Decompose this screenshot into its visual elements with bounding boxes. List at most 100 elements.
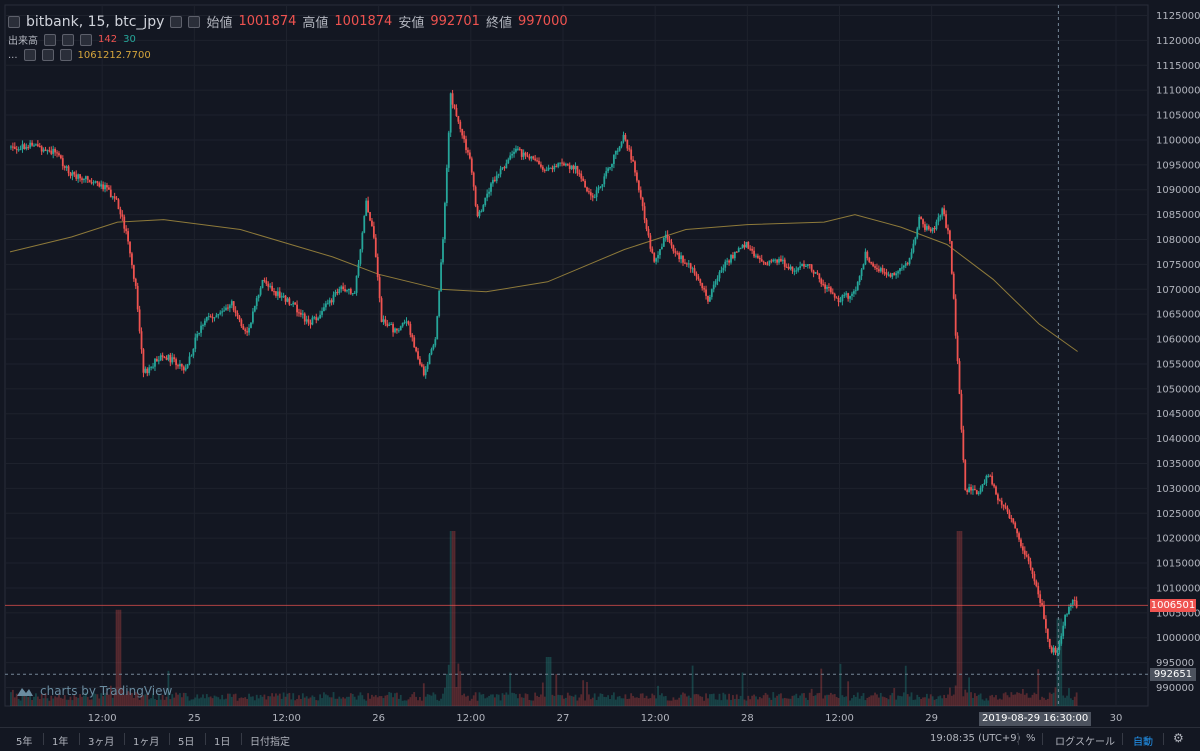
volume-bar	[849, 700, 851, 706]
price-tick-label: 995000	[1156, 658, 1194, 669]
candle-body	[547, 167, 550, 170]
candle-body	[549, 167, 552, 169]
volume-bar	[958, 531, 961, 706]
candle-body	[568, 165, 571, 169]
settings-icon[interactable]	[41, 49, 54, 61]
gear-icon[interactable]: ⚙	[1173, 731, 1184, 745]
volume-bar	[670, 700, 673, 706]
volume-bar	[973, 693, 976, 706]
auto-scale-button[interactable]: 自動	[1133, 737, 1153, 748]
candle-body	[624, 134, 627, 140]
volume-bar	[718, 693, 721, 706]
volume-bar	[102, 696, 105, 706]
candle-body	[315, 317, 318, 321]
volume-bar	[541, 682, 544, 706]
volume-bar	[1004, 692, 1007, 706]
volume-bar	[495, 694, 498, 706]
candle-body	[169, 354, 172, 363]
candle-body	[637, 180, 640, 191]
volume-bar	[196, 694, 199, 706]
log-scale-button[interactable]: ログスケール	[1055, 737, 1115, 748]
candle-body	[956, 335, 959, 362]
volume-bar	[572, 696, 575, 706]
volume-bar	[401, 700, 404, 706]
volume-bar	[995, 695, 997, 706]
candle-body	[428, 354, 431, 365]
clock-label[interactable]: 19:08:35 (UTC+9)	[930, 733, 1021, 744]
candle-body	[597, 187, 600, 191]
range-5y-button[interactable]: 5年	[16, 737, 33, 748]
candle-body	[397, 330, 400, 332]
price-axis[interactable]: 1125000 1120000 1115000 1110000 1105000 11000…	[1156, 11, 1200, 694]
chart-canvas[interactable]: 1125000 1120000 1115000 1110000 1105000 11000…	[0, 0, 1200, 727]
tradingview-watermark[interactable]: charts by TradingView	[16, 684, 172, 698]
volume-bar	[1064, 697, 1067, 706]
volume-bar	[75, 696, 78, 706]
candle-body	[449, 93, 452, 133]
candle-body	[180, 363, 183, 367]
volume-bar	[209, 696, 212, 706]
candle-body	[205, 316, 208, 321]
ma-legend: ... 1061212.7700	[8, 49, 151, 61]
candle-body	[916, 228, 919, 238]
range-3m-button[interactable]: 3ヶ月	[88, 737, 115, 748]
candle-body	[645, 219, 648, 229]
volume-bar	[822, 698, 825, 706]
candle-body	[442, 239, 444, 263]
settings-icon[interactable]	[188, 15, 201, 28]
candle-body	[545, 169, 548, 171]
collapse-icon[interactable]	[8, 15, 20, 28]
volume-bar	[910, 692, 913, 706]
volume-bar	[255, 694, 258, 706]
volume-bar	[392, 697, 394, 706]
candle-body	[35, 144, 37, 146]
volume-bar	[906, 694, 909, 706]
candle-body	[1023, 550, 1026, 555]
volume-bar	[758, 696, 761, 706]
volume-bar	[814, 695, 817, 706]
candle-body	[885, 272, 888, 275]
candle-body	[828, 286, 830, 288]
eye-icon[interactable]	[23, 49, 36, 61]
close-icon[interactable]	[80, 33, 92, 46]
candle-body	[632, 159, 634, 162]
close-icon[interactable]	[59, 49, 72, 61]
volume-bar	[551, 694, 554, 706]
settings-icon[interactable]	[62, 33, 74, 46]
candle-body	[282, 295, 285, 297]
range-1y-button[interactable]: 1年	[52, 737, 69, 748]
candle-body	[286, 298, 289, 302]
candle-body	[132, 265, 135, 279]
candle-body	[430, 349, 433, 355]
volume-bar	[67, 699, 70, 706]
candle-body	[636, 172, 638, 181]
volume-bar	[854, 696, 857, 706]
eye-icon[interactable]	[170, 15, 183, 28]
volume-bar	[732, 695, 734, 706]
volume-bar	[937, 696, 940, 706]
candle-body	[248, 327, 250, 333]
candle-body	[497, 174, 500, 176]
volume-bar	[134, 692, 137, 706]
candle-body	[968, 487, 971, 493]
range-1m-button[interactable]: 1ヶ月	[133, 737, 160, 748]
percent-button[interactable]: %	[1026, 733, 1036, 744]
volume-bar	[280, 698, 283, 706]
candle-body	[340, 286, 343, 290]
eye-icon[interactable]	[44, 33, 56, 46]
range-1d-button[interactable]: 1日	[214, 737, 231, 748]
candle-body	[140, 331, 143, 350]
range-5d-button[interactable]: 5日	[178, 737, 195, 748]
candle-body	[524, 152, 527, 156]
volume-bar	[870, 695, 873, 706]
candle-body	[403, 322, 406, 324]
candle-body	[697, 276, 700, 280]
volume-bar	[578, 697, 581, 706]
time-axis[interactable]: 12:00 25 12:00 26 12:00 27 12:00 28 12:00 29 30	[88, 713, 1123, 724]
date-range-button[interactable]: 日付指定	[250, 737, 290, 748]
volume-bar	[925, 693, 928, 706]
candle-body	[804, 265, 807, 267]
volume-bar	[1052, 692, 1055, 706]
volume-bar	[484, 698, 487, 706]
volume-bar	[96, 694, 99, 706]
